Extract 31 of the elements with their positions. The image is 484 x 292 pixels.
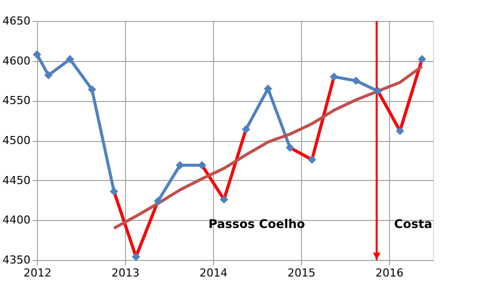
point — [220, 195, 228, 204]
point — [110, 187, 118, 196]
x-tick-label: 2016 — [376, 266, 404, 280]
x-tick-label: 2013 — [112, 266, 140, 280]
point — [308, 155, 316, 164]
point — [352, 76, 360, 85]
point — [330, 72, 338, 81]
point — [44, 70, 53, 80]
point — [32, 50, 42, 59]
y-tick-label: 4400 — [2, 214, 30, 227]
y-tick-label: 4500 — [2, 134, 30, 147]
annotation: Passos Coelho — [208, 217, 306, 232]
y-tick-label: 4550 — [2, 94, 30, 108]
y-tick-label: 4450 — [2, 174, 30, 187]
x-tick-label: 2014 — [200, 266, 228, 280]
point — [396, 126, 404, 136]
point — [66, 55, 74, 64]
x-tick-label: 2015 — [288, 266, 316, 280]
point — [154, 196, 162, 206]
x-tick-label: 2012 — [24, 266, 52, 280]
point — [132, 252, 140, 261]
point — [242, 125, 250, 134]
point — [374, 86, 382, 96]
annotation: Costa — [394, 217, 432, 232]
point — [264, 84, 272, 93]
point — [88, 85, 96, 94]
y-tick-label: 4350 — [2, 254, 30, 266]
y-tick-label: 4650 — [2, 14, 30, 28]
point — [286, 143, 294, 152]
point — [418, 55, 426, 64]
y-tick-label: 4600 — [2, 54, 30, 68]
